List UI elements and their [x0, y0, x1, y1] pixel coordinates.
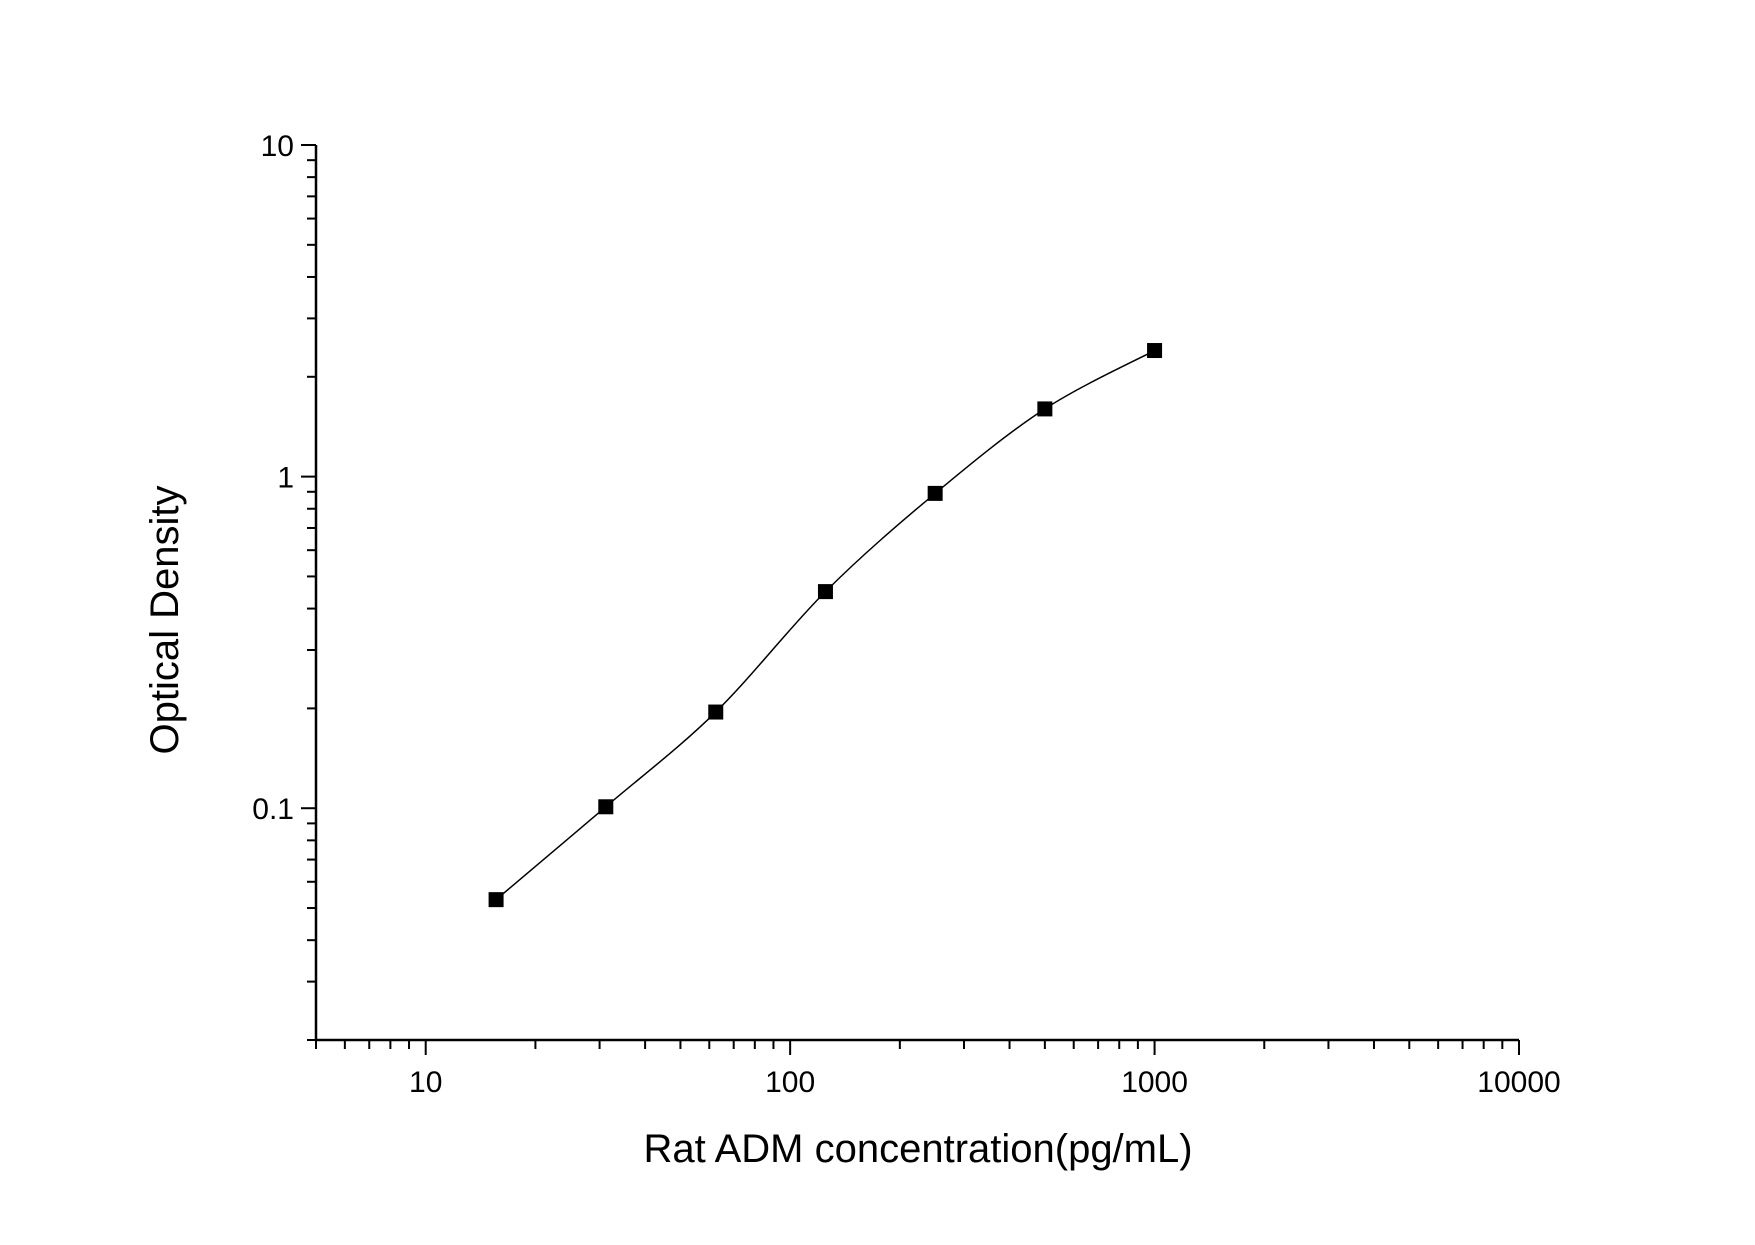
y-tick-label: 1: [277, 462, 294, 495]
y-tick-label: 0.1: [252, 793, 294, 826]
fit-curve: [495, 349, 1155, 901]
data-points: [488, 343, 1163, 908]
data-point: [1037, 401, 1053, 417]
data-point: [488, 892, 504, 908]
fit-curve-layer: [495, 349, 1155, 901]
axes: 10 100 1000 10000 0.1 1 10: [252, 130, 1560, 1099]
x-tick-label: 10: [409, 1066, 442, 1099]
x-tick-label: 100: [765, 1066, 815, 1099]
x-tick-label: 1000: [1121, 1066, 1188, 1099]
data-point: [708, 704, 724, 720]
data-point: [1147, 343, 1163, 359]
data-point: [927, 485, 943, 501]
x-tick-label: 10000: [1477, 1066, 1560, 1099]
data-point: [817, 584, 833, 600]
x-axis-title: Rat ADM concentration(pg/mL): [643, 1127, 1192, 1171]
y-axis-title: Optical Density: [143, 486, 187, 755]
data-point: [598, 799, 614, 815]
y-tick-label: 10: [261, 130, 294, 163]
